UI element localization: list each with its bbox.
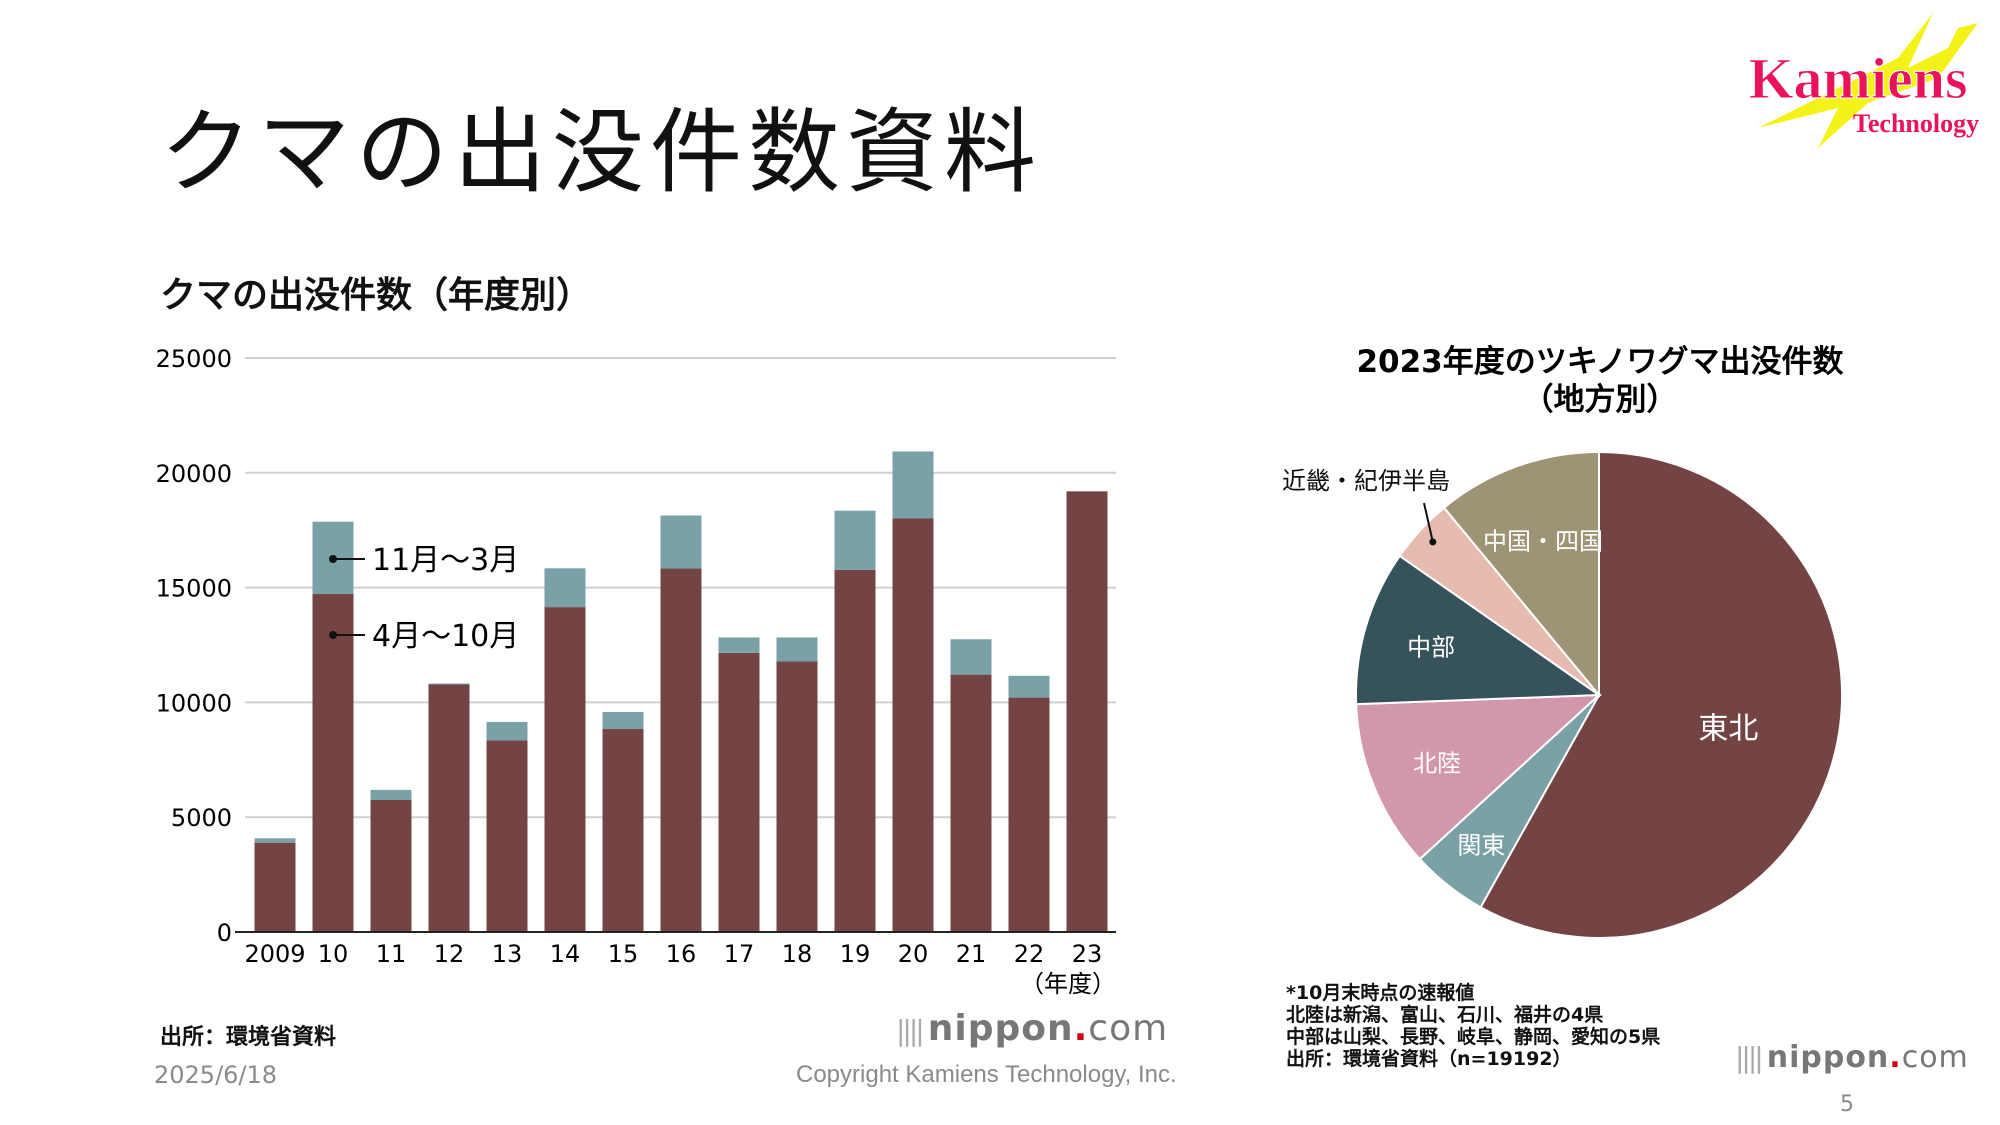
- x-tick-label: 20: [898, 940, 929, 968]
- bar-nov-mar: [660, 515, 702, 569]
- pie-label: 中国・四国: [1483, 528, 1603, 556]
- svg-text:Kamiens: Kamiens: [1748, 46, 1967, 111]
- x-tick-label: 14: [550, 940, 581, 968]
- x-tick-label: 18: [782, 940, 813, 968]
- x-tick-label: 17: [724, 940, 755, 968]
- pie-label: 東北: [1698, 712, 1758, 747]
- copyright: Copyright Kamiens Technology, Inc.: [796, 1061, 1177, 1088]
- bar-apr-oct: [776, 661, 818, 932]
- bar-nov-mar: [776, 637, 818, 662]
- pie-notes: *10月末時点の速報値 北陸は新潟、富山、石川、福井の4県 中部は山梨、長野、岐…: [1286, 982, 1660, 1070]
- bar-apr-oct: [892, 518, 934, 932]
- bar-apr-oct: [254, 842, 296, 932]
- x-tick-label: 11: [376, 940, 407, 968]
- bar-apr-oct: [1066, 491, 1108, 932]
- pie-label: 関東: [1457, 832, 1505, 860]
- x-tick-label: 2009: [244, 940, 305, 968]
- svg-text:Technology: Technology: [1853, 109, 1979, 138]
- nippon-bars-icon: ||||: [896, 1014, 925, 1047]
- pie-label: 近畿・紀伊半島: [1282, 467, 1450, 495]
- bar-apr-oct: [428, 684, 470, 932]
- pie-label-marker: [1429, 538, 1437, 546]
- bar-apr-oct: [1008, 697, 1050, 932]
- y-tick-label: 15000: [156, 575, 232, 603]
- bar-nov-mar: [950, 639, 992, 675]
- bar-nov-mar: [486, 721, 528, 741]
- pie-slice: [1355, 554, 1603, 706]
- kamiens-logo: Kamiens Technology: [1748, 13, 1979, 148]
- bar-nov-mar: [428, 683, 470, 685]
- page-number: 5: [1840, 1092, 1854, 1117]
- x-tick-label: 12: [434, 940, 465, 968]
- slide-title: クマの出没件数資料: [160, 99, 1043, 206]
- bar-nov-mar: [602, 712, 644, 730]
- bar-chart-source: 出所：環境省資料: [160, 1025, 337, 1050]
- bar-nov-mar: [834, 510, 876, 570]
- x-tick-label: 15: [608, 940, 639, 968]
- x-tick-label: 13: [492, 940, 523, 968]
- bar-apr-oct: [834, 569, 876, 932]
- bar-apr-oct: [544, 607, 586, 932]
- pie-title: 2023年度のツキノワグマ出没件数: [1356, 344, 1843, 380]
- nippon-logo: |||| nippon.com: [1735, 1040, 1969, 1075]
- bar-apr-oct: [950, 674, 992, 932]
- bar-apr-oct: [486, 740, 528, 932]
- x-tick-label: 22: [1014, 940, 1045, 968]
- note-line: 出所：環境省資料（n=19192）: [1286, 1048, 1572, 1070]
- nippon-logo: |||| nippon.com: [896, 1008, 1169, 1049]
- pie-label-leader: [1423, 502, 1434, 543]
- x-tick-label: 23: [1072, 940, 1103, 968]
- bar-nov-mar: [892, 451, 934, 519]
- pie-slice: [1442, 450, 1600, 698]
- pie-subtitle: （地方別）: [1523, 382, 1678, 418]
- y-tick-label: 5000: [171, 804, 232, 832]
- bar-apr-oct: [718, 652, 760, 932]
- bar-nov-mar: [718, 637, 760, 653]
- x-axis-label: （年度）: [1020, 970, 1116, 998]
- bar-chart-heading: クマの出没件数（年度別）: [160, 275, 593, 316]
- note-line: 中部は山梨、長野、岐阜、静岡、愛知の5県: [1286, 1026, 1661, 1048]
- bar-apr-oct: [602, 729, 644, 932]
- bar-apr-oct: [660, 568, 702, 932]
- slide-date: 2025/6/18: [154, 1061, 278, 1089]
- x-tick-label: 10: [318, 940, 349, 968]
- bar-nov-mar: [370, 789, 412, 800]
- x-tick-label: 21: [956, 940, 987, 968]
- y-tick-label: 20000: [156, 460, 232, 488]
- pie-slice: [1355, 693, 1602, 861]
- legend-label: 4月〜10月: [372, 619, 519, 654]
- y-tick-label: 10000: [156, 689, 232, 717]
- bar-nov-mar: [1008, 675, 1050, 698]
- bar-nov-mar: [544, 568, 586, 608]
- pie-label: 中部: [1407, 634, 1455, 662]
- x-tick-label: 16: [666, 940, 697, 968]
- y-tick-label: 0: [217, 919, 232, 947]
- y-tick-label: 25000: [156, 345, 232, 373]
- lightning-bolt-icon: [1758, 13, 1978, 148]
- note-line: *10月末時点の速報値: [1286, 982, 1475, 1004]
- x-tick-label: 19: [840, 940, 871, 968]
- pie-slice: [1479, 450, 1843, 939]
- note-line: 北陸は新潟、富山、石川、福井の4県: [1286, 1004, 1604, 1026]
- nippon-bars-icon: ||||: [1735, 1041, 1764, 1074]
- pie-label: 北陸: [1413, 749, 1461, 777]
- bar-apr-oct: [370, 799, 412, 932]
- bar-nov-mar: [254, 838, 296, 843]
- bar-apr-oct: [312, 594, 354, 932]
- legend-label: 11月〜3月: [372, 543, 519, 578]
